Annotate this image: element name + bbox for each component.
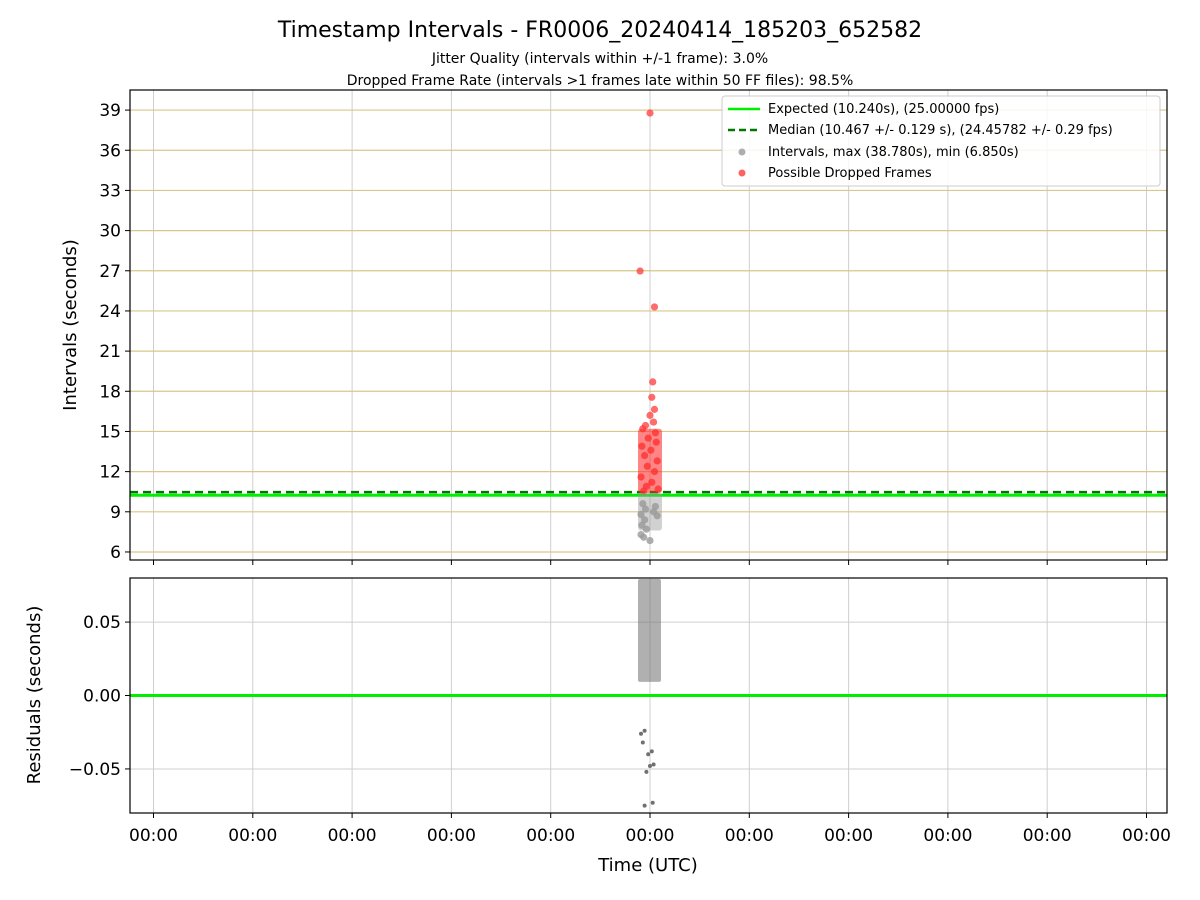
bottom-panel-y-ticks: −0.05 0.00 0.05 (69, 613, 130, 780)
dropped-frame-point (646, 109, 654, 117)
top-y-tick-label: 9 (110, 503, 121, 523)
residual-point (648, 764, 652, 768)
bottom-y-tick-label: 0.00 (83, 687, 121, 707)
top-panel-points (636, 109, 662, 545)
chart-subtitle-dropped: Dropped Frame Rate (intervals >1 frames … (347, 73, 854, 89)
x-tick-label: 00:00 (129, 826, 178, 846)
x-tick-label: 00:00 (824, 826, 873, 846)
top-y-tick-label: 15 (99, 422, 121, 442)
legend-median-label: Median (10.467 +/- 0.129 s), (24.45782 +… (768, 123, 1113, 138)
x-tick-label: 00:00 (725, 826, 774, 846)
legend-dropped-label: Possible Dropped Frames (768, 166, 932, 181)
dropped-frame-point (650, 303, 659, 311)
legend-expected-label: Expected (10.240s), (25.00000 fps) (768, 102, 999, 117)
x-axis-label: Time (UTC) (597, 855, 698, 876)
interval-point (646, 536, 654, 545)
top-y-tick-label: 27 (99, 262, 121, 282)
interval-point (650, 508, 658, 516)
top-y-tick-label: 18 (99, 382, 121, 402)
dropped-frame-point (649, 378, 657, 386)
bottom-panel-points (638, 579, 661, 808)
top-panel-frame (129, 89, 1168, 561)
top-y-tick-label: 6 (110, 543, 121, 563)
chart-subtitle-jitter: Jitter Quality (intervals within +/-1 fr… (431, 51, 768, 67)
dropped-frame-point (646, 411, 654, 419)
residual-point (650, 800, 655, 805)
interval-point (640, 533, 648, 541)
legend-intervals-label: Intervals, max (38.780s), min (6.850s) (768, 145, 1019, 160)
interval-point (639, 500, 647, 508)
top-y-tick-label: 21 (99, 342, 121, 362)
x-tick-label: 00:00 (626, 826, 675, 846)
dropped-frame-point (650, 405, 659, 413)
top-y-axis-label: Intervals (seconds) (60, 239, 81, 411)
top-y-tick-label: 30 (99, 222, 121, 242)
residual-point (649, 749, 654, 754)
legend-dropped-swatch (738, 169, 746, 177)
x-tick-label: 00:00 (1122, 826, 1171, 846)
bottom-panel-x-ticks: 00:00 00:00 00:00 00:00 00:00 00:00 00:00 00:00… (129, 813, 1171, 846)
residual-point (640, 740, 645, 745)
chart-title: Timestamp Intervals - FR0006_20240414_18… (277, 18, 922, 43)
top-y-tick-label: 12 (99, 463, 121, 483)
top-y-tick-label: 39 (99, 101, 121, 121)
top-panel-x-ticks (153, 560, 1147, 565)
legend-box (721, 95, 1161, 187)
top-panel-reference-lines (130, 490, 1167, 497)
interval-point (641, 505, 650, 513)
x-tick-label: 00:00 (1023, 826, 1072, 846)
residual-point (646, 752, 651, 757)
legend: Expected (10.240s), (25.00000 fps) Media… (721, 95, 1161, 187)
dropped-frame-point (650, 418, 658, 426)
residual-point (642, 803, 647, 808)
dropped-frame-point (636, 267, 644, 275)
top-y-tick-label: 33 (99, 181, 121, 201)
residual-point (644, 769, 649, 774)
x-tick-label: 00:00 (427, 826, 476, 846)
x-tick-label: 00:00 (526, 826, 575, 846)
interval-cluster (638, 493, 662, 531)
bottom-y-tick-label: −0.05 (69, 760, 121, 780)
bottom-y-axis-label: Residuals (seconds) (24, 606, 45, 785)
residual-point (651, 762, 656, 767)
interval-point (641, 516, 649, 524)
residual-point (642, 728, 647, 733)
dropped-frame-point (648, 393, 656, 401)
interval-point (637, 510, 645, 519)
top-y-tick-label: 24 (99, 302, 121, 322)
dropped-frame-cluster (638, 428, 662, 494)
x-tick-label: 00:00 (328, 826, 377, 846)
x-tick-label: 00:00 (228, 826, 277, 846)
top-y-tick-label: 36 (99, 141, 121, 161)
residual-cluster (638, 579, 661, 682)
interval-point (642, 525, 651, 533)
legend-intervals-swatch (738, 148, 746, 156)
top-panel-y-ticks: 6 9 12 15 18 21 24 27 30 33 36 39 (99, 101, 130, 563)
x-tick-label: 00:00 (923, 826, 972, 846)
bottom-y-tick-label: 0.05 (83, 613, 121, 633)
residual-point (639, 731, 643, 736)
